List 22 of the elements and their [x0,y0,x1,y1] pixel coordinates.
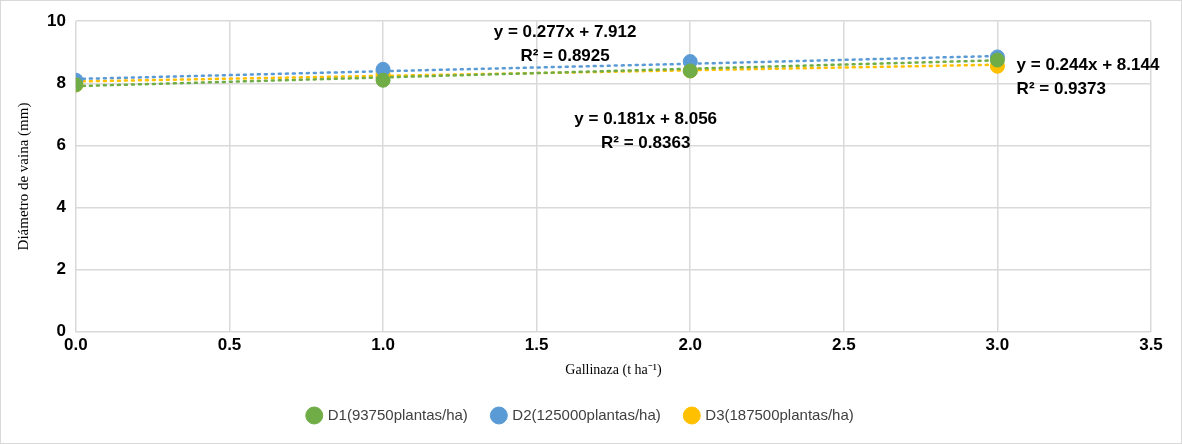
annotation: y = 0.244x + 8.144 R² = 0.9373 [1016,55,1160,99]
y-tick-label: 10 [46,10,66,30]
x-tick-label: 3.0 [985,334,1010,354]
legend-label: D3(187500plantas/ha) [705,405,854,423]
x-tick-label: 0.5 [217,334,242,354]
x-tick-label: 0.0 [64,334,88,354]
y-tick-label: 4 [56,197,67,217]
y-axis-title: Diámetro de vaina (mm) [14,102,32,251]
y-tick-label: 8 [56,73,66,93]
x-axis-title: Gallinaza (t ha⁻¹) [565,362,662,379]
legend-label: D1(93750plantas/ha) [327,405,468,423]
y-tick-label: 0 [56,321,66,341]
x-tick-label: 2.0 [678,334,703,354]
x-tick-label: 2.5 [832,334,856,354]
x-tick-label: 3.5 [1139,334,1163,354]
annotation: y = 0.181x + 8.056 R² = 0.8363 [574,109,718,153]
legend-label: D2(125000plantas/ha) [512,405,661,423]
y-tick-label: 2 [56,259,66,279]
y-tick-label: 6 [56,135,66,155]
annotation: y = 0.277x + 7.912 R² = 0.8925 [493,22,637,66]
x-tick-label: 1.5 [524,334,549,354]
x-tick-label: 1.0 [371,334,395,354]
